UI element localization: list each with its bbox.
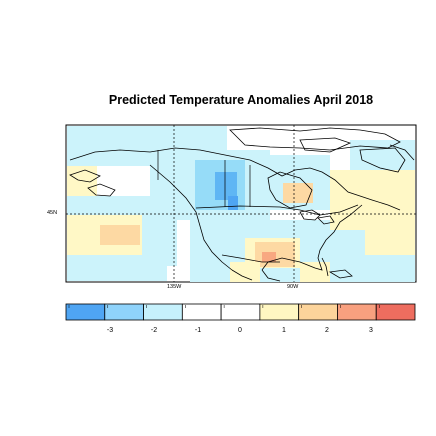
map-title: Predicted Temperature Anomalies April 20… xyxy=(108,93,374,107)
anomaly-shading xyxy=(67,126,415,282)
colorbar-tick-label: -2 xyxy=(150,327,158,334)
colorbar-cell xyxy=(181,303,222,321)
longitude-label: 90W xyxy=(287,284,299,290)
anomaly-cell xyxy=(395,185,415,205)
colorbar-cell xyxy=(375,303,416,321)
colorbar-cell xyxy=(337,303,377,321)
colorbar-cell xyxy=(298,303,338,321)
political-borders xyxy=(157,150,359,263)
anomaly-cell xyxy=(67,266,167,281)
anomaly-cell xyxy=(100,225,140,245)
latitude-label: 45N xyxy=(47,210,58,216)
anomaly-cell xyxy=(228,196,238,210)
colorbar-tick-label: 2 xyxy=(325,327,329,334)
colorbar-tick-label: -1 xyxy=(194,327,202,334)
colorbar-tick-label: 1 xyxy=(282,327,286,334)
anomaly-cell xyxy=(350,140,415,170)
longitude-label: 135W xyxy=(167,284,182,290)
colorbar-cell xyxy=(143,303,183,321)
anomaly-cell xyxy=(283,183,313,203)
colorbar-cell xyxy=(220,303,261,321)
colorbar-tick-label: -3 xyxy=(106,327,114,334)
colorbar xyxy=(65,303,416,321)
colorbar-tick-label: 0 xyxy=(238,327,242,334)
anomaly-cell xyxy=(230,262,260,282)
anomaly-cell xyxy=(365,230,415,255)
anomaly-cell xyxy=(300,262,330,282)
anomaly-cell xyxy=(215,172,237,200)
colorbar-cell xyxy=(259,303,300,321)
colorbar-cell xyxy=(104,303,144,321)
colorbar-cell xyxy=(65,303,106,321)
colorbar-tick-label: 3 xyxy=(369,327,373,334)
coastlines xyxy=(69,127,415,282)
anomaly-cell xyxy=(262,252,276,262)
